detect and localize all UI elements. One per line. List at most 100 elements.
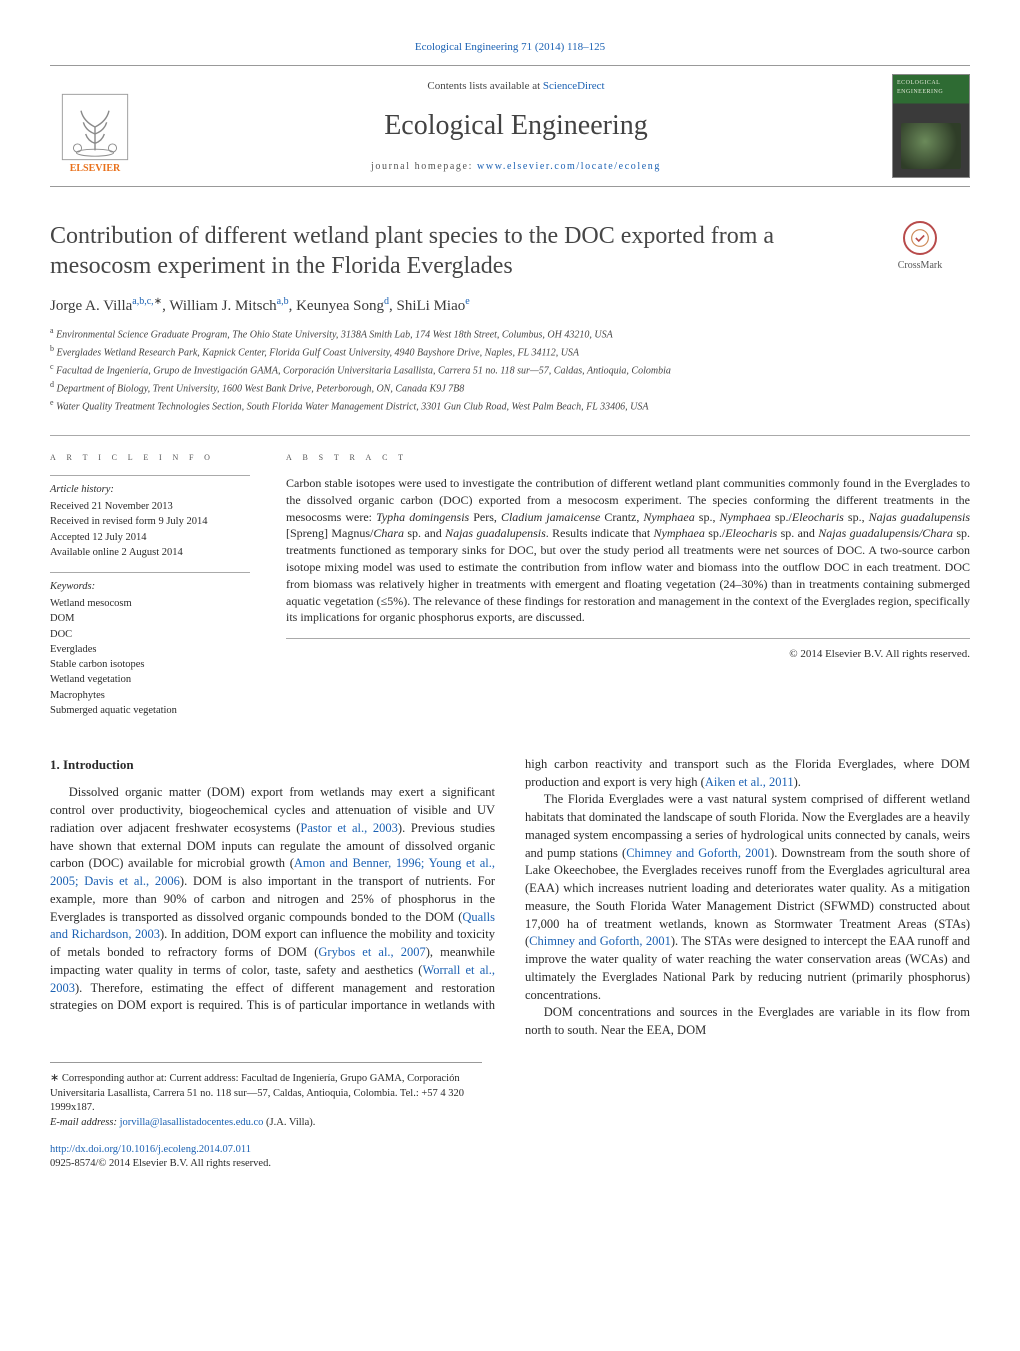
affil-a: Environmental Science Graduate Program, … bbox=[56, 330, 613, 341]
author-4: ShiLi Miao bbox=[396, 298, 465, 314]
body-paragraph: The Florida Everglades were a vast natur… bbox=[525, 791, 970, 1004]
ref-link[interactable]: Aiken et al., 2011 bbox=[705, 775, 794, 789]
doi-link[interactable]: http://dx.doi.org/10.1016/j.ecoleng.2014… bbox=[50, 1144, 251, 1155]
crossmark-label: CrossMark bbox=[898, 260, 942, 271]
ref-link[interactable]: Chimney and Goforth, 2001 bbox=[529, 934, 671, 948]
keyword: DOM bbox=[50, 611, 250, 626]
author-1: Jorge A. Villa bbox=[50, 298, 132, 314]
keyword: Wetland mesocosm bbox=[50, 596, 250, 611]
species: Eleocharis bbox=[725, 526, 777, 540]
crossmark-widget[interactable]: CrossMark bbox=[870, 221, 970, 434]
history-online: Available online 2 August 2014 bbox=[50, 545, 250, 560]
abs-seg: sp. and bbox=[777, 526, 818, 540]
abs-seg: sp./ bbox=[705, 526, 725, 540]
history-label: Article history: bbox=[50, 482, 250, 497]
homepage-prefix: journal homepage: bbox=[371, 161, 477, 172]
affil-b: Everglades Wetland Research Park, Kapnic… bbox=[57, 348, 580, 359]
keyword: Everglades bbox=[50, 642, 250, 657]
abs-seg: sp., bbox=[844, 510, 869, 524]
crossmark-icon bbox=[903, 221, 937, 255]
abs-seg: . Results indicate that bbox=[546, 526, 654, 540]
ref-link[interactable]: 2003 bbox=[50, 981, 75, 995]
species: Cladium jamaicense bbox=[501, 510, 600, 524]
ref-link[interactable]: Worrall et al., bbox=[422, 963, 495, 977]
keyword: Wetland vegetation bbox=[50, 672, 250, 687]
species: Chara bbox=[373, 526, 404, 540]
history-revised: Received in revised form 9 July 2014 bbox=[50, 514, 250, 529]
contents-available-line: Contents lists available at ScienceDirec… bbox=[154, 79, 878, 94]
elsevier-tree-icon bbox=[60, 92, 130, 162]
publisher-name: ELSEVIER bbox=[70, 162, 121, 176]
journal-homepage-link[interactable]: www.elsevier.com/locate/ecoleng bbox=[477, 161, 661, 172]
species: Nymphaea bbox=[719, 510, 770, 524]
ref-link[interactable]: Chimney and Goforth, 2001 bbox=[626, 846, 770, 860]
info-abstract-row: a r t i c l e i n f o Article history: R… bbox=[50, 435, 970, 730]
species: Najas guadalupensis bbox=[445, 526, 546, 540]
top-citation: Ecological Engineering 71 (2014) 118–125 bbox=[50, 40, 970, 55]
abs-seg: Crantz, bbox=[600, 510, 643, 524]
body-paragraph: DOM concentrations and sources in the Ev… bbox=[525, 1004, 970, 1040]
abs-seg: Pers, bbox=[469, 510, 501, 524]
author-2: William J. Mitsch bbox=[169, 298, 276, 314]
species: Najas guadalupensis bbox=[869, 510, 970, 524]
corr-star-icon: ∗ bbox=[50, 1072, 59, 1084]
abstract-copyright: © 2014 Elsevier B.V. All rights reserved… bbox=[286, 638, 970, 662]
body-two-column: 1. Introduction Dissolved organic matter… bbox=[50, 756, 970, 1040]
citation-link[interactable]: Ecological Engineering 71 (2014) 118–125 bbox=[415, 41, 605, 53]
species: Najas guadalupensis/Chara bbox=[818, 526, 953, 540]
abstract-text: Carbon stable isotopes were used to inve… bbox=[286, 475, 970, 626]
body-seg: DOM concentrations and sources in the Ev… bbox=[525, 1005, 970, 1037]
masthead: ELSEVIER Contents lists available at Sci… bbox=[50, 65, 970, 187]
affil-e: Water Quality Treatment Technologies Sec… bbox=[56, 401, 648, 412]
author-1-aff[interactable]: a,b,c, bbox=[132, 296, 153, 307]
keyword: Submerged aquatic vegetation bbox=[50, 703, 250, 718]
author-2-aff[interactable]: a,b bbox=[277, 296, 289, 307]
ref-link[interactable]: Pastor et al., 2003 bbox=[300, 821, 398, 835]
history-accepted: Accepted 12 July 2014 bbox=[50, 530, 250, 545]
corr-text: Corresponding author at: Current address… bbox=[50, 1073, 464, 1113]
species: Typha domingensis bbox=[376, 510, 469, 524]
journal-cover-thumbnail[interactable] bbox=[892, 74, 970, 178]
journal-name: Ecological Engineering bbox=[154, 106, 878, 145]
page: Ecological Engineering 71 (2014) 118–125… bbox=[0, 0, 1020, 1202]
footnotes: ∗ Corresponding author at: Current addre… bbox=[50, 1062, 482, 1131]
species: Nymphaea bbox=[643, 510, 694, 524]
sciencedirect-link[interactable]: ScienceDirect bbox=[543, 80, 605, 92]
contents-prefix: Contents lists available at bbox=[427, 80, 542, 92]
ref-link[interactable]: Grybos et al., 2007 bbox=[318, 945, 425, 959]
journal-homepage-line: journal homepage: www.elsevier.com/locat… bbox=[154, 160, 878, 174]
publisher-logo[interactable]: ELSEVIER bbox=[50, 76, 140, 176]
abs-seg: sp./ bbox=[771, 510, 792, 524]
author-3: Keunyea Song bbox=[296, 298, 384, 314]
author-1-corr[interactable]: ∗ bbox=[154, 296, 162, 307]
abs-seg: [Spreng] Magnus/ bbox=[286, 526, 373, 540]
email-line: E-mail address: jorvilla@lasallistadocen… bbox=[50, 1116, 482, 1131]
article-info-heading: a r t i c l e i n f o bbox=[50, 450, 250, 465]
email-suffix: (J.A. Villa). bbox=[263, 1117, 315, 1128]
author-4-aff[interactable]: e bbox=[465, 296, 469, 307]
abs-seg: sp., bbox=[695, 510, 720, 524]
affiliations: a Environmental Science Graduate Program… bbox=[50, 325, 854, 414]
email-label: E-mail address: bbox=[50, 1117, 120, 1128]
title-block: Contribution of different wetland plant … bbox=[50, 221, 970, 434]
body-seg: ). bbox=[794, 775, 801, 789]
article-history: Article history: Received 21 November 20… bbox=[50, 475, 250, 560]
affil-d: Department of Biology, Trent University,… bbox=[57, 383, 465, 394]
issn-copyright: 0925-8574/© 2014 Elsevier B.V. All right… bbox=[50, 1158, 271, 1169]
article-info-column: a r t i c l e i n f o Article history: R… bbox=[50, 450, 250, 730]
corresponding-author-note: ∗ Corresponding author at: Current addre… bbox=[50, 1071, 482, 1116]
species: Eleocharis bbox=[792, 510, 844, 524]
author-3-aff[interactable]: d bbox=[384, 296, 389, 307]
affil-c: Facultad de Ingeniería, Grupo de Investi… bbox=[56, 365, 671, 376]
keywords-label: Keywords: bbox=[50, 579, 250, 594]
keyword: DOC bbox=[50, 627, 250, 642]
article-title: Contribution of different wetland plant … bbox=[50, 221, 854, 281]
email-link[interactable]: jorvilla@lasallistadocentes.edu.co bbox=[120, 1117, 264, 1128]
keyword: Stable carbon isotopes bbox=[50, 657, 250, 672]
abs-seg: sp. and bbox=[404, 526, 445, 540]
section-1-heading: 1. Introduction bbox=[50, 756, 495, 774]
keywords-block: Keywords: Wetland mesocosm DOM DOC Everg… bbox=[50, 572, 250, 718]
masthead-center: Contents lists available at ScienceDirec… bbox=[154, 79, 878, 174]
keyword: Macrophytes bbox=[50, 688, 250, 703]
abstract-column: a b s t r a c t Carbon stable isotopes w… bbox=[286, 450, 970, 730]
